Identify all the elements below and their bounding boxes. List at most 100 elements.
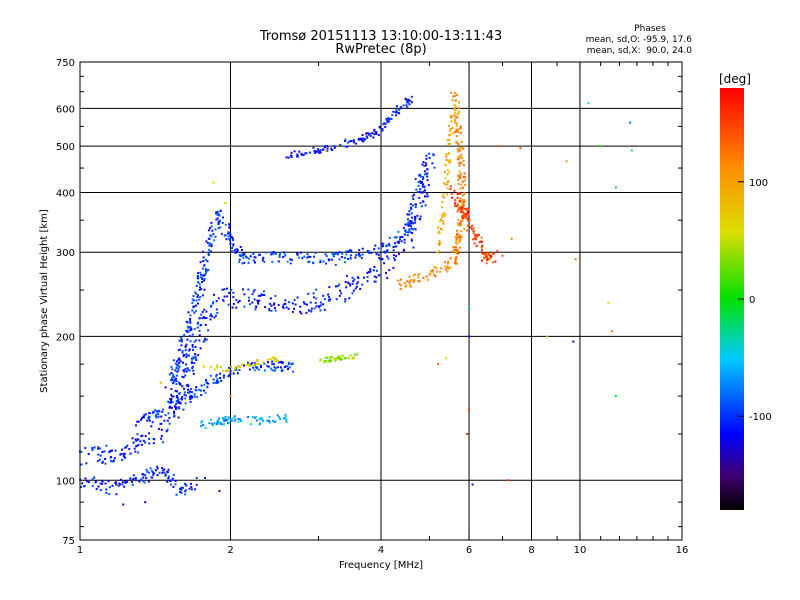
data-point bbox=[203, 308, 206, 311]
data-point bbox=[459, 206, 462, 209]
data-point bbox=[345, 286, 348, 289]
data-point bbox=[124, 481, 127, 484]
data-point bbox=[186, 321, 189, 324]
data-point bbox=[471, 483, 474, 486]
data-point bbox=[426, 192, 429, 195]
data-point bbox=[218, 214, 221, 217]
data-point bbox=[266, 364, 269, 367]
data-point bbox=[412, 274, 415, 277]
data-point bbox=[457, 158, 460, 161]
data-point bbox=[459, 197, 462, 200]
data-point bbox=[204, 268, 207, 271]
data-point bbox=[209, 234, 212, 237]
data-point bbox=[393, 259, 396, 262]
y-axis-label: Stationary phase Virtual Height [km] bbox=[39, 209, 50, 393]
data-point bbox=[227, 375, 230, 378]
data-point bbox=[498, 145, 501, 148]
data-point bbox=[98, 447, 101, 450]
data-point bbox=[474, 236, 477, 239]
data-point bbox=[407, 231, 410, 234]
data-point bbox=[360, 257, 363, 260]
data-point bbox=[459, 173, 462, 176]
data-point bbox=[298, 150, 301, 153]
data-point bbox=[587, 102, 590, 105]
data-point bbox=[168, 373, 171, 376]
data-point bbox=[274, 307, 276, 309]
data-point bbox=[456, 210, 459, 213]
data-point bbox=[136, 433, 139, 436]
data-point bbox=[319, 301, 322, 304]
data-point bbox=[393, 257, 395, 260]
data-point bbox=[347, 356, 350, 359]
data-point bbox=[449, 142, 452, 145]
data-point bbox=[207, 382, 210, 385]
data-point bbox=[104, 482, 107, 485]
data-point bbox=[448, 124, 451, 127]
data-point bbox=[263, 362, 266, 365]
data-point bbox=[376, 269, 378, 272]
data-point bbox=[461, 186, 464, 189]
data-point bbox=[209, 318, 212, 321]
data-point bbox=[263, 260, 266, 263]
data-point bbox=[303, 255, 306, 258]
data-point bbox=[410, 238, 413, 241]
data-point bbox=[480, 236, 483, 239]
data-point bbox=[353, 357, 356, 360]
data-point bbox=[226, 422, 229, 425]
data-point bbox=[449, 133, 452, 136]
data-point bbox=[199, 389, 202, 392]
data-point bbox=[329, 298, 332, 301]
data-point bbox=[176, 394, 178, 397]
data-point bbox=[328, 300, 331, 302]
data-point bbox=[184, 483, 187, 486]
data-point bbox=[190, 328, 193, 331]
data-point bbox=[213, 368, 216, 371]
data-point bbox=[175, 380, 178, 383]
data-point bbox=[335, 298, 338, 301]
data-point bbox=[217, 227, 220, 230]
data-point bbox=[267, 358, 270, 361]
data-point bbox=[243, 261, 246, 264]
data-point bbox=[238, 300, 241, 302]
data-point bbox=[410, 239, 413, 242]
data-point bbox=[200, 394, 203, 396]
data-point bbox=[192, 372, 195, 375]
data-point bbox=[417, 181, 420, 184]
data-point bbox=[243, 252, 246, 255]
data-point bbox=[163, 419, 166, 422]
data-point bbox=[202, 365, 205, 368]
data-point bbox=[251, 301, 254, 304]
data-point bbox=[421, 181, 423, 183]
data-point bbox=[475, 245, 478, 248]
data-point bbox=[115, 481, 118, 484]
data-point bbox=[424, 204, 427, 207]
data-point bbox=[273, 356, 276, 359]
data-point bbox=[123, 446, 126, 449]
data-point bbox=[228, 238, 231, 241]
data-point bbox=[199, 271, 202, 274]
data-point bbox=[174, 408, 177, 410]
data-point bbox=[121, 458, 124, 461]
data-point bbox=[373, 130, 376, 133]
data-point bbox=[460, 230, 463, 233]
data-point bbox=[203, 277, 206, 280]
data-point bbox=[181, 385, 184, 388]
data-point bbox=[101, 479, 104, 482]
data-point bbox=[93, 476, 96, 479]
data-point bbox=[91, 447, 94, 449]
data-point bbox=[309, 256, 312, 258]
data-point bbox=[408, 229, 411, 232]
data-point bbox=[285, 420, 288, 423]
data-point bbox=[340, 292, 343, 295]
data-point bbox=[214, 228, 217, 231]
data-point bbox=[204, 273, 207, 276]
data-point bbox=[333, 146, 336, 149]
data-point bbox=[205, 379, 207, 382]
data-point bbox=[129, 477, 132, 480]
data-point bbox=[461, 146, 464, 149]
data-point bbox=[366, 249, 369, 252]
data-point bbox=[373, 133, 376, 136]
data-point bbox=[301, 257, 304, 260]
data-point bbox=[440, 267, 443, 270]
